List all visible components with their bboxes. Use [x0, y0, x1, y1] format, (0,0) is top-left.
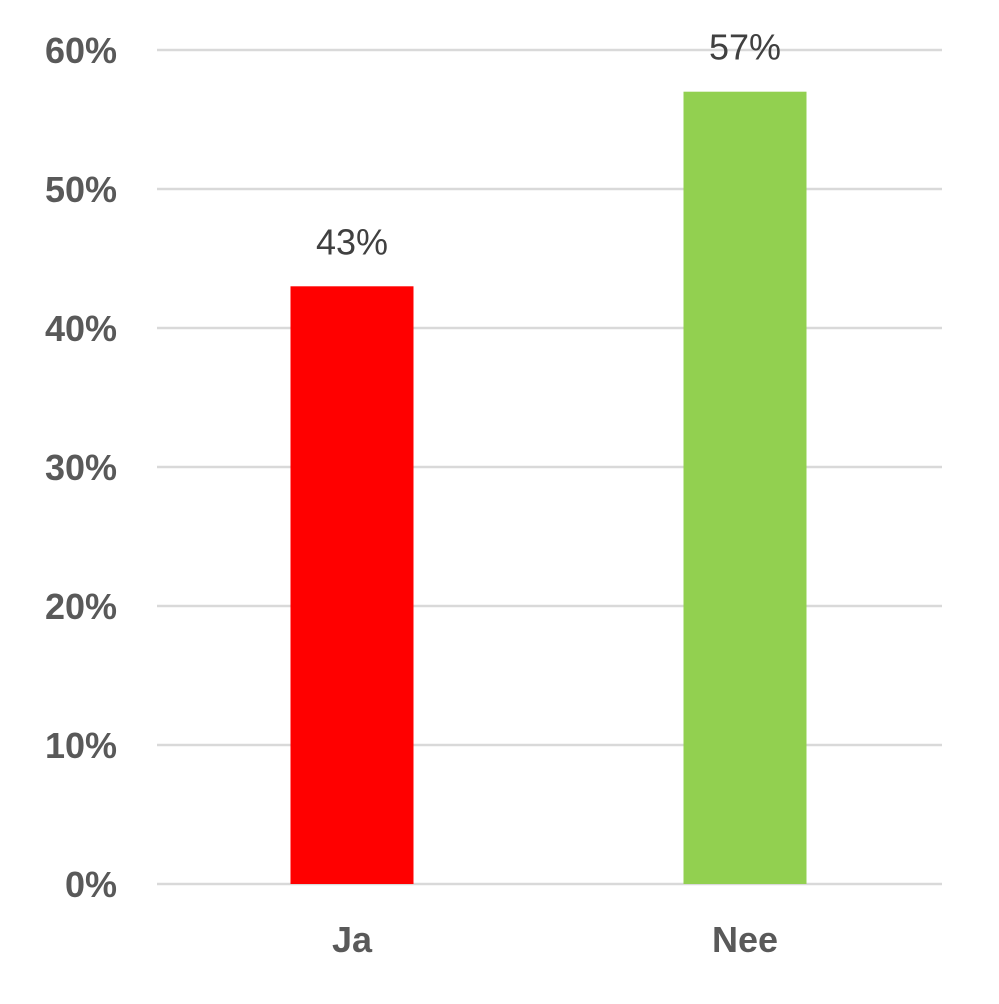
x-axis-ticks: Ja Nee: [332, 919, 778, 960]
data-label-nee: 57%: [709, 27, 781, 68]
bars: [290, 91, 807, 884]
x-tick-label-ja: Ja: [332, 919, 373, 960]
bar-ja: [290, 286, 414, 884]
y-tick-label: 50%: [45, 169, 117, 210]
data-labels: 43% 57%: [316, 27, 781, 263]
y-tick-label: 40%: [45, 308, 117, 349]
bar-nee: [683, 91, 807, 884]
data-label-ja: 43%: [316, 221, 388, 262]
y-tick-label: 20%: [45, 586, 117, 627]
y-tick-label: 10%: [45, 725, 117, 766]
y-tick-label: 30%: [45, 447, 117, 488]
y-axis-ticks: 0% 10% 20% 30% 40% 50% 60%: [45, 30, 117, 905]
y-tick-label: 60%: [45, 30, 117, 71]
y-tick-label: 0%: [65, 864, 117, 905]
gridlines: [157, 48, 942, 886]
x-tick-label-nee: Nee: [712, 919, 778, 960]
